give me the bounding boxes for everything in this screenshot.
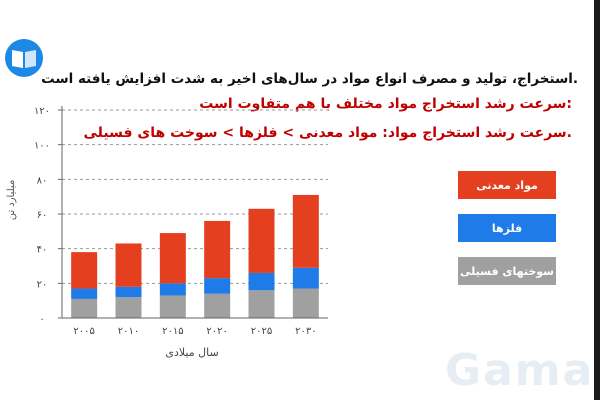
y-axis-label: میلیارد تن (6, 180, 17, 221)
slide-frame-edge (594, 0, 600, 400)
y-tick-label: ۶۰ (37, 210, 48, 221)
bars (71, 194, 319, 318)
bar-segment-series-1 (115, 286, 142, 298)
y-tick-label: ۰ (39, 314, 44, 325)
bar-segment-series-0 (159, 295, 186, 318)
bar-segment-series-1 (248, 272, 275, 291)
y-tick-label: ۱۲۰ (34, 106, 50, 117)
heading-line-2: :سرعت رشد استخراج مواد مختلف با هم متفاو… (199, 96, 572, 112)
axes: ۰ ۲۰ ۴۰ ۶۰ ۸۰ ۱۰۰ ۱۲۰ ۲۰۰۵ ۲۰۱۰ ۲۰۱۵ ۲۰۲۰ ۲۰۲۵ ۲۰۳۰ (34, 106, 328, 337)
heading-line-3: .سرعت رشد استخراج مواد: مواد معدنی > فلز… (83, 125, 572, 141)
bar-segment-series-0 (248, 290, 275, 318)
x-tick-label: ۲۰۱۵ (162, 326, 183, 337)
bar-segment-series-2 (71, 252, 98, 289)
x-tick-label: ۲۰۲۰ (206, 326, 227, 337)
y-tick-label: ۴۰ (37, 245, 48, 256)
bar-segment-series-0 (204, 293, 231, 318)
x-tick-label: ۲۰۳۰ (295, 326, 316, 337)
bar-segment-series-0 (115, 297, 142, 318)
bar-segment-series-1 (292, 267, 319, 289)
grid-lines (62, 109, 328, 319)
bar-segment-series-0 (71, 298, 98, 318)
book-icon (5, 39, 43, 77)
bar-segment-series-2 (204, 220, 231, 279)
watermark-logo: Gama (445, 345, 595, 396)
bar-segment-series-1 (204, 278, 231, 294)
heading-line-1: .استخراج، تولید و مصرف انواع مواد در سال… (41, 71, 578, 87)
x-tick-label: ۲۰۰۵ (73, 326, 94, 337)
bar-segment-series-0 (292, 288, 319, 318)
bar-segment-series-2 (292, 194, 319, 268)
bar-segment-series-2 (159, 233, 186, 284)
legend-fossil-fuels: سوختهای فسیلی (458, 257, 556, 285)
x-axis-label: سال میلادی (165, 346, 218, 359)
legend-metals: فلزها (458, 214, 556, 242)
y-tick-label: ۸۰ (37, 175, 48, 186)
bar-segment-series-1 (71, 288, 98, 299)
x-tick-label: ۲۰۱۰ (118, 326, 139, 337)
bar-segment-series-2 (115, 243, 142, 287)
bar-segment-series-2 (248, 208, 275, 273)
y-tick-label: ۲۰ (37, 279, 48, 290)
bar-segment-series-1 (159, 283, 186, 296)
x-tick-label: ۲۰۲۵ (251, 326, 272, 337)
legend-minerals: مواد معدنی (458, 171, 556, 199)
y-tick-label: ۱۰۰ (34, 141, 50, 152)
